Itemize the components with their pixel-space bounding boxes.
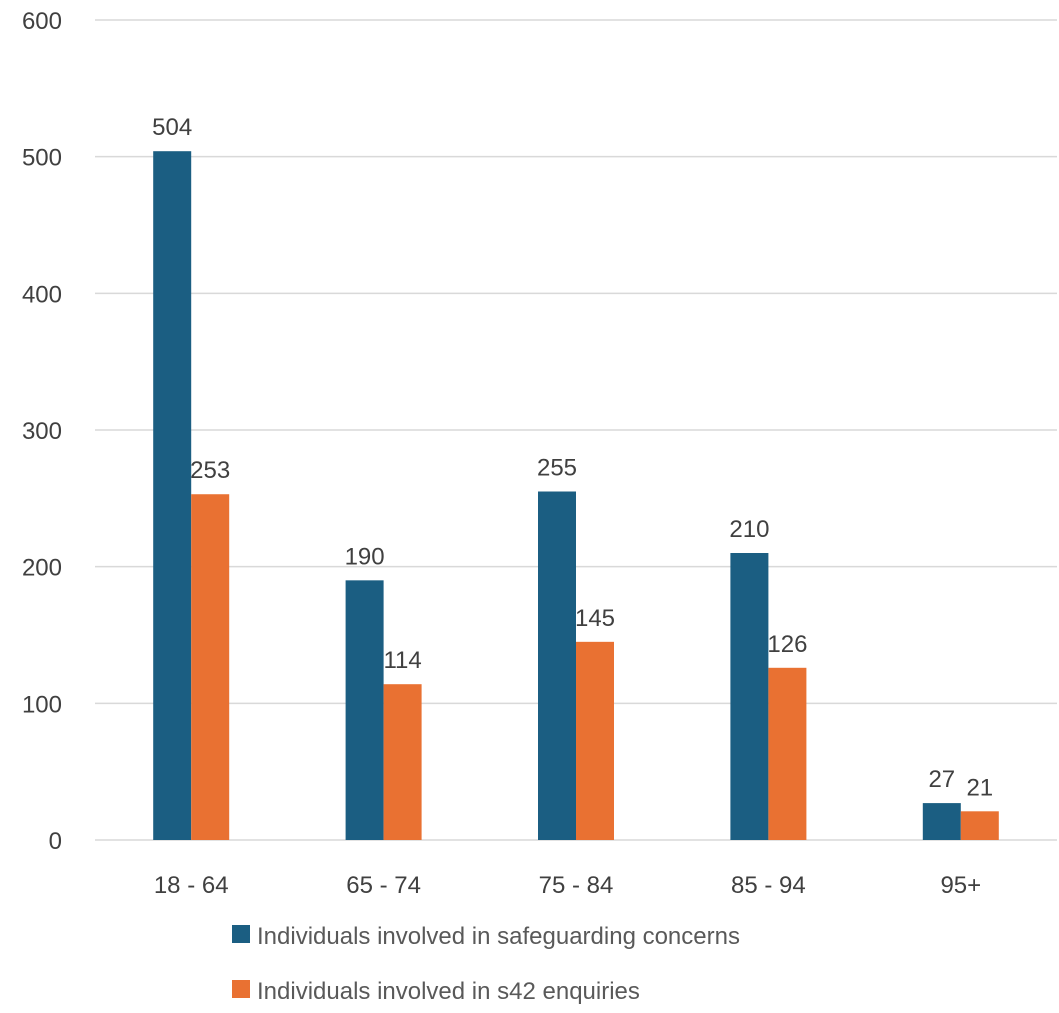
legend: Individuals involved in safeguarding con…: [232, 923, 740, 1005]
y-tick-label: 200: [22, 555, 62, 582]
y-tick-label: 100: [22, 691, 62, 718]
y-tick-label: 400: [22, 281, 62, 308]
bar-series-1-1: [345, 580, 384, 840]
data-label-series-2-1: 114: [383, 647, 421, 674]
bar-series-2-3: [768, 667, 807, 840]
x-tick-label: 95+: [940, 872, 981, 899]
legend-label-2: Individuals involved in s42 enquiries: [257, 978, 640, 1005]
x-tick-label: 85 - 94: [731, 872, 806, 899]
data-labels: 504 253 190 114 255 145 210 126 27 21: [152, 114, 993, 801]
bar-series-1-0: [153, 151, 192, 840]
bar-series-2-0: [191, 494, 230, 840]
data-label-series-1-1: 190: [345, 543, 385, 570]
data-label-series-2-4: 21: [966, 774, 993, 801]
bar-series-2-4: [960, 811, 999, 840]
y-axis-tick-labels: 0 100 200 300 400 500 600: [22, 8, 62, 855]
bar-series-2-1: [383, 684, 422, 840]
data-label-series-2-0: 253: [190, 457, 230, 484]
x-tick-label: 18 - 64: [154, 872, 229, 899]
bar-series-1-4: [922, 803, 961, 840]
y-tick-label: 600: [22, 8, 62, 35]
bars: [153, 151, 999, 840]
y-tick-label: 0: [49, 828, 62, 855]
data-label-series-1-0: 504: [152, 114, 192, 141]
bar-series-2-2: [576, 641, 614, 840]
data-label-series-1-3: 210: [729, 516, 769, 543]
data-label-series-1-2: 255: [537, 455, 577, 482]
legend-label-1: Individuals involved in safeguarding con…: [257, 923, 740, 950]
x-tick-label: 75 - 84: [539, 872, 614, 899]
y-tick-label: 300: [22, 418, 62, 445]
bar-series-1-3: [730, 553, 769, 840]
y-tick-label: 500: [22, 145, 62, 172]
legend-swatch-1: [232, 925, 250, 943]
data-label-series-2-2: 145: [575, 605, 615, 632]
legend-swatch-2: [232, 980, 250, 998]
data-label-series-2-3: 126: [767, 631, 807, 658]
x-tick-label: 65 - 74: [346, 872, 421, 899]
data-label-series-1-4: 27: [928, 766, 955, 793]
x-axis-tick-labels: 18 - 64 65 - 74 75 - 84 85 - 94 95+: [154, 872, 981, 899]
bar-series-1-2: [538, 491, 576, 840]
